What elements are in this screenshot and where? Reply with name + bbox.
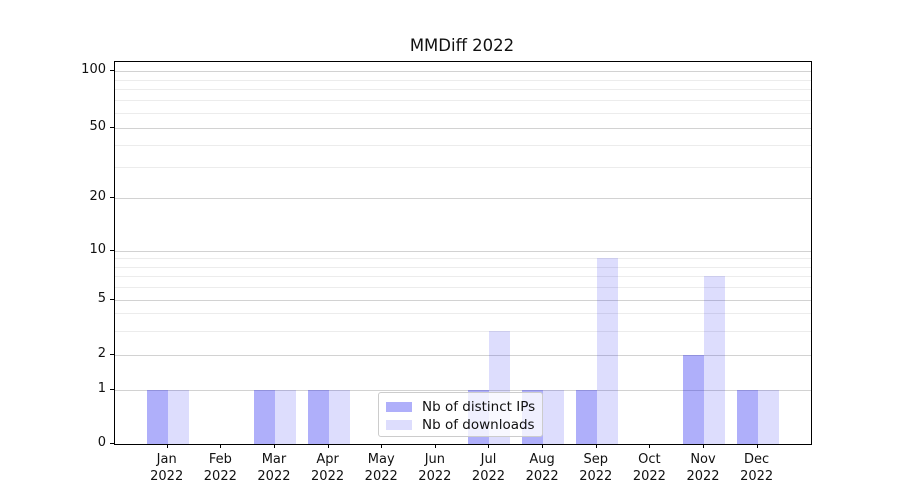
bar-sep-distinct-ips — [575, 390, 597, 444]
chart-title: MMDiff 2022 — [409, 36, 515, 55]
gridline-minor-40 — [115, 145, 811, 147]
x-tick-label-mar: Mar 2022 — [257, 452, 291, 484]
bar-nov-downloads — [704, 276, 725, 444]
gridline-minor-3 — [115, 330, 811, 332]
bar-apr-distinct-ips — [307, 390, 329, 444]
gridline-minor-7 — [115, 276, 811, 278]
gridline-minor-6 — [115, 287, 811, 289]
gridline-major-2 — [115, 355, 811, 356]
plot-area: Nb of distinct IPs Nb of downloads — [114, 61, 812, 445]
legend-swatch-distinct-ips — [386, 402, 412, 412]
x-tick-mark-oct — [649, 444, 651, 448]
bar-jan-downloads — [167, 390, 189, 444]
y-tick-mark-5 — [110, 299, 114, 300]
y-tick-mark-20 — [110, 197, 114, 198]
x-tick-label-apr: Apr 2022 — [311, 452, 345, 484]
x-tick-mark-jan — [166, 444, 168, 448]
x-tick-mark-nov — [703, 444, 704, 448]
bar-jan-distinct-ips — [146, 390, 168, 444]
y-tick-label-1: 1 — [97, 381, 106, 396]
y-tick-label-0: 0 — [97, 435, 106, 450]
gridline-major-10 — [115, 251, 811, 252]
y-tick-label-50: 50 — [89, 119, 106, 134]
y-tick-label-2: 2 — [97, 346, 106, 361]
x-tick-label-oct: Oct 2022 — [632, 452, 666, 484]
x-tick-label-jun: Jun 2022 — [418, 452, 452, 484]
x-tick-mark-sep — [595, 444, 597, 448]
x-tick-mark-apr — [327, 444, 329, 448]
y-tick-mark-1 — [110, 389, 114, 390]
x-tick-label-sep: Sep 2022 — [579, 452, 613, 484]
legend-item-downloads: Nb of downloads — [386, 416, 535, 434]
legend-swatch-downloads — [386, 420, 412, 430]
x-tick-mark-may — [381, 444, 383, 448]
bar-apr-downloads — [328, 390, 350, 444]
y-tick-label-100: 100 — [81, 62, 106, 77]
y-tick-label-10: 10 — [89, 242, 106, 257]
x-tick-mark-dec — [756, 444, 758, 448]
x-tick-mark-aug — [542, 444, 544, 448]
gridline-minor-60 — [115, 113, 811, 114]
x-tick-label-feb: Feb 2022 — [203, 452, 237, 484]
y-tick-mark-100 — [110, 70, 114, 71]
x-tick-mark-jul — [488, 444, 490, 448]
y-tick-mark-10 — [110, 250, 114, 251]
x-tick-mark-feb — [220, 444, 222, 448]
y-tick-mark-50 — [110, 127, 114, 128]
y-tick-label-20: 20 — [89, 189, 106, 204]
bar-nov-distinct-ips — [683, 355, 704, 444]
gridline-minor-90 — [115, 79, 811, 81]
y-tick-mark-2 — [110, 354, 114, 355]
bar-mar-downloads — [274, 390, 296, 444]
x-tick-label-may: May 2022 — [364, 452, 398, 484]
gridline-minor-70 — [115, 100, 811, 102]
gridline-minor-9 — [115, 258, 811, 260]
bar-dec-distinct-ips — [736, 390, 758, 444]
gridline-minor-4 — [115, 313, 811, 315]
gridline-major-20 — [115, 198, 811, 199]
legend: Nb of distinct IPs Nb of downloads — [378, 392, 543, 437]
legend-label-downloads: Nb of downloads — [422, 417, 535, 433]
x-tick-label-aug: Aug 2022 — [525, 452, 559, 484]
x-tick-label-nov: Nov 2022 — [686, 452, 720, 484]
bar-aug-downloads — [543, 390, 565, 444]
legend-label-distinct-ips: Nb of distinct IPs — [422, 399, 536, 415]
bar-mar-distinct-ips — [253, 390, 275, 444]
gridline-minor-80 — [115, 89, 811, 91]
x-tick-label-dec: Dec 2022 — [740, 452, 774, 484]
gridline-major-50 — [115, 128, 811, 129]
legend-item-distinct-ips: Nb of distinct IPs — [386, 398, 536, 416]
gridline-major-100 — [115, 71, 811, 72]
bar-sep-downloads — [596, 258, 618, 444]
x-tick-mark-jun — [434, 444, 436, 448]
gridline-major-5 — [115, 300, 811, 301]
gridline-minor-8 — [115, 266, 811, 268]
gridline-major-1 — [115, 390, 811, 391]
x-tick-label-jul: Jul 2022 — [471, 452, 506, 484]
bar-dec-downloads — [757, 390, 779, 444]
gridline-minor-30 — [115, 167, 811, 169]
x-tick-label-jan: Jan 2022 — [150, 452, 184, 484]
x-tick-mark-mar — [273, 444, 275, 448]
y-tick-label-5: 5 — [97, 291, 106, 306]
y-tick-mark-0 — [110, 443, 114, 444]
